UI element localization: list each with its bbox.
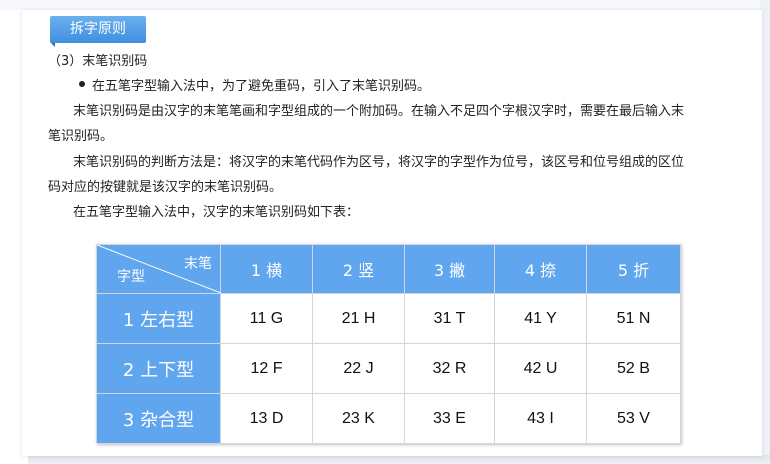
corner-label-stroke: 末笔 [184, 256, 212, 272]
row-header: 1 左右型 [96, 293, 221, 344]
paragraph-2-line-2: 码对应的按键就是该汉字的末笔识别码。 [48, 180, 283, 195]
table-cell: 32 R [404, 343, 495, 394]
table-row: 2 上下型 12 F 22 J 32 R 42 U 52 B [96, 343, 681, 394]
table-cell: 52 B [586, 343, 681, 394]
table-cell: 23 K [312, 393, 405, 444]
table-cell: 21 H [312, 293, 405, 344]
column-header: 2 竖 [312, 244, 405, 294]
corner-label-type: 字型 [117, 269, 145, 285]
top-strip [0, 0, 770, 10]
table-header-row: 末笔 字型 1 横 2 竖 3 撇 4 捺 5 折 [96, 244, 681, 294]
column-header: 4 捺 [494, 244, 587, 294]
table-cell: 13 D [220, 393, 313, 444]
column-header: 1 横 [220, 244, 313, 294]
table-cell: 31 T [404, 293, 495, 344]
paragraph-3: 在五笔字型输入法中，汉字的末笔识别码如下表： [73, 205, 360, 220]
column-header: 3 撇 [404, 244, 495, 294]
table-cell: 11 G [220, 293, 313, 344]
table-cell: 53 V [586, 393, 681, 444]
row-header: 2 上下型 [96, 343, 221, 394]
scroll-gutter [760, 0, 770, 464]
bullet-text: 在五笔字型输入法中，为了避免重码，引入了末笔识别码。 [92, 79, 431, 94]
bullet-dot [79, 81, 85, 87]
bottom-shadow [28, 455, 770, 464]
table-row: 3 杂合型 13 D 23 K 33 E 43 I 53 V [96, 393, 681, 444]
table-cell: 12 F [220, 343, 313, 394]
section-tag: 拆字原则 [50, 16, 146, 43]
section-heading: （3）末笔识别码 [48, 54, 148, 69]
paragraph-2-line-1: 末笔识别码的判断方法是：将汉字的末笔代码作为区号，将汉字的字型作为位号，该区号和… [73, 155, 685, 170]
table-corner-cell: 末笔 字型 [96, 244, 221, 294]
tag-fold [50, 42, 55, 47]
table-row: 1 左右型 11 G 21 H 31 T 41 Y 51 N [96, 293, 681, 344]
table-cell: 41 Y [494, 293, 587, 344]
column-header: 5 折 [586, 244, 681, 294]
final-stroke-code-table: 末笔 字型 1 横 2 竖 3 撇 4 捺 5 折 1 左右型 11 G 21 … [96, 244, 681, 444]
table-cell: 33 E [404, 393, 495, 444]
corner-diagonal-line [97, 245, 221, 293]
paragraph-1-line-2: 笔识别码。 [48, 129, 114, 144]
paragraph-1-line-1: 末笔识别码是由汉字的末笔笔画和字型组成的一个附加码。在输入不足四个字根汉字时，需… [73, 104, 685, 119]
table-cell: 22 J [312, 343, 405, 394]
table-cell: 42 U [494, 343, 587, 394]
row-header: 3 杂合型 [96, 393, 221, 444]
table-cell: 43 I [494, 393, 587, 444]
table-cell: 51 N [586, 293, 681, 344]
